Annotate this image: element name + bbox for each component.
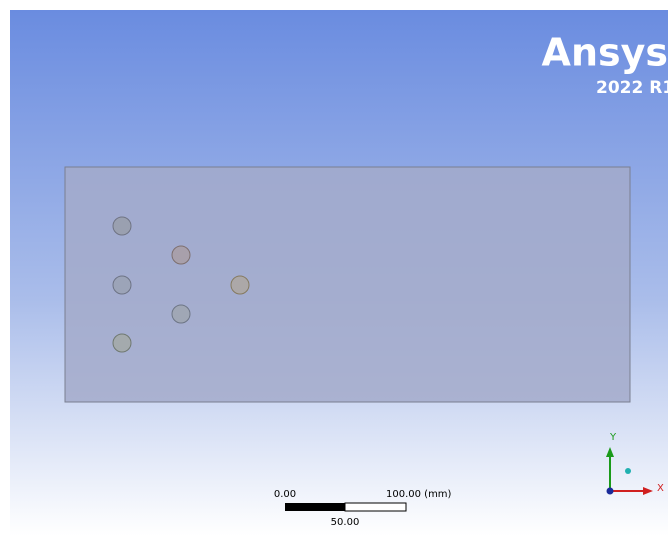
- scale-bar-light: [345, 503, 406, 511]
- plate[interactable]: [65, 167, 630, 402]
- scale-start: 0.00: [274, 489, 296, 500]
- y-axis-label: Y: [609, 432, 617, 443]
- scale-bar-dark: [285, 503, 345, 511]
- hole[interactable]: [172, 305, 190, 323]
- viewport: Ansys 2022 R1 0.00 100.00 (mm) 50.00 Y X: [0, 0, 668, 536]
- scale-end: 100.00 (mm): [386, 489, 452, 500]
- hole[interactable]: [113, 334, 131, 352]
- z-axis: [607, 488, 614, 495]
- page: Ansys 2022 R1 0.00 100.00 (mm) 50.00 Y X…: [0, 0, 668, 536]
- x-axis-label: X: [657, 483, 664, 494]
- scale-mid: 50.00: [331, 517, 360, 528]
- hole[interactable]: [231, 276, 249, 294]
- iso-point[interactable]: [625, 468, 631, 474]
- hole[interactable]: [172, 246, 190, 264]
- hole[interactable]: [113, 217, 131, 235]
- brand-logo: Ansys: [542, 31, 668, 75]
- hole[interactable]: [113, 276, 131, 294]
- version-label: 2022 R1: [596, 78, 668, 98]
